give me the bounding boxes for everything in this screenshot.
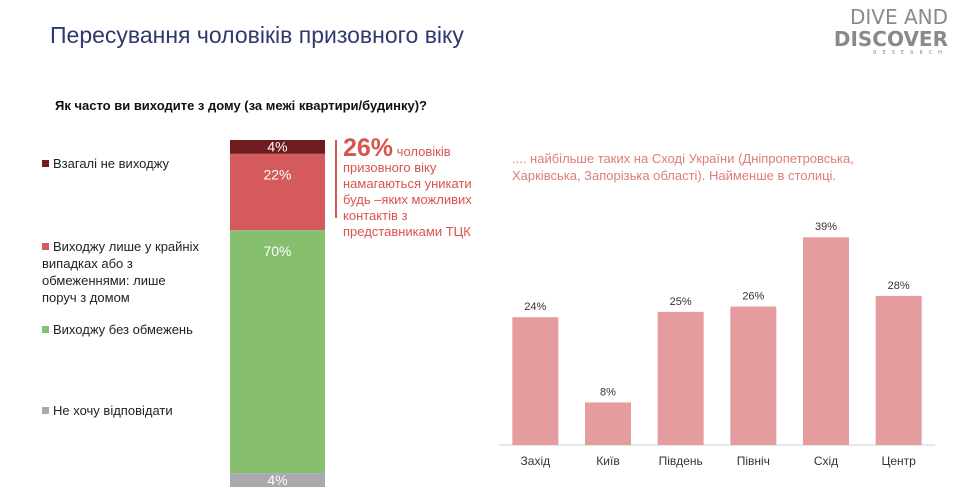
- bar: [803, 237, 849, 445]
- annotation: 26% чоловіків призовного віку намагаютьс…: [343, 136, 483, 240]
- bar: [657, 311, 704, 445]
- legend-swatch: [42, 407, 49, 414]
- legend-swatch: [42, 243, 49, 250]
- value-label: 4%: [267, 472, 287, 488]
- question: Як часто ви виходите з дому (за межі ква…: [55, 98, 427, 113]
- legend-label: Виходжу без обмежень: [53, 322, 193, 337]
- logo-line: DIVE AND: [849, 5, 948, 29]
- annotation-rule: [335, 140, 337, 218]
- x-tick-label: Південь: [659, 454, 703, 468]
- value-label: 4%: [267, 139, 287, 155]
- legend-label: Взагалі не виходжу: [53, 156, 170, 171]
- value-label: 22%: [263, 167, 291, 183]
- legend-swatch: [42, 160, 49, 167]
- legend-label: Не хочу відповідати: [53, 403, 173, 418]
- bar: [512, 317, 559, 445]
- annotation-text: чоловіків призовного віку намагаються ун…: [343, 144, 472, 239]
- bar: [585, 402, 631, 445]
- value-label: 24%: [524, 301, 546, 313]
- legend-item: Виходжу лише у крайніх випадках або з об…: [42, 238, 202, 306]
- logo-line: DISCOVER: [833, 27, 948, 51]
- value-label: 28%: [888, 280, 910, 292]
- value-label: 70%: [263, 243, 291, 259]
- bar-segment: [230, 140, 325, 154]
- value-label: 39%: [815, 221, 837, 233]
- value-label: 26%: [742, 290, 764, 302]
- legend-item: Виходжу без обмежень: [42, 321, 202, 338]
- subtitle: .... найбільше таких на Сході України (Д…: [512, 151, 854, 183]
- legend-label: Виходжу лише у крайніх випадках або з об…: [42, 239, 199, 305]
- logo: DIVE AND DISCOVER RESEARCH: [834, 6, 948, 56]
- bar: [875, 295, 922, 445]
- slide-title: Пересування чоловіків призовного віку: [50, 22, 464, 48]
- value-label: 25%: [670, 296, 692, 308]
- bar-segment: [230, 473, 325, 487]
- annotation-highlight: 26%: [343, 134, 394, 162]
- logo-line: RESEARCH: [873, 50, 948, 56]
- x-tick-label: Захід: [521, 454, 551, 468]
- x-tick-label: Північ: [737, 454, 770, 468]
- x-tick-label: Київ: [596, 454, 619, 468]
- bar-segment: [230, 230, 325, 474]
- bar: [730, 306, 777, 445]
- legend-item: Взагалі не виходжу: [42, 155, 202, 172]
- value-label: 8%: [600, 386, 616, 398]
- legend-swatch: [42, 326, 49, 333]
- x-tick-label: Центр: [881, 454, 916, 468]
- legend-item: Не хочу відповідати: [42, 402, 202, 419]
- bar-segment: [230, 153, 325, 231]
- x-tick-label: Схід: [814, 454, 838, 468]
